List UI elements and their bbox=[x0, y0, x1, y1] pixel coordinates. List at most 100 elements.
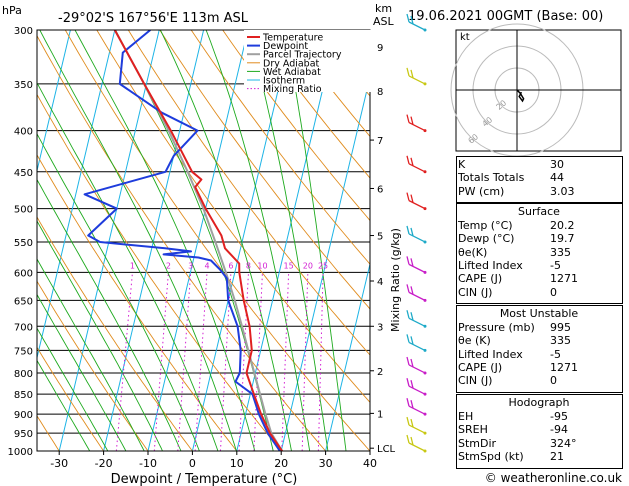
index-row: CIN (J) 0 bbox=[458, 374, 620, 387]
height-unit-bottom: ASL bbox=[373, 15, 395, 28]
index-row: θe (K) 335 bbox=[458, 334, 620, 347]
index-value: 335 bbox=[550, 245, 571, 259]
wet-adiabat bbox=[115, 30, 274, 451]
index-row: Pressure (mb) 995 bbox=[458, 321, 620, 334]
index-row: SREH -94 bbox=[458, 423, 620, 436]
parcel-trajectory-line bbox=[113, 30, 283, 451]
mixing-ratio-label: 8 bbox=[246, 261, 251, 270]
pressure-tick-label: 550 bbox=[14, 238, 33, 249]
index-label: SREH bbox=[458, 423, 488, 437]
mixing-ratio-label: 25 bbox=[318, 261, 328, 270]
index-label: Totals Totals bbox=[458, 171, 525, 185]
wind-barb bbox=[406, 256, 427, 274]
index-label: StmSpd (kt) bbox=[458, 449, 524, 463]
index-row: CAPE (J) 1271 bbox=[458, 272, 620, 285]
index-label: K bbox=[458, 158, 466, 171]
wind-barb bbox=[406, 378, 427, 396]
index-value: 324° bbox=[550, 436, 577, 450]
mixing-ratio-label: 6 bbox=[228, 261, 233, 270]
datetime-title: 19.06.2021 00GMT (Base: 00) bbox=[408, 9, 603, 24]
index-row: StmDir 324° bbox=[458, 437, 620, 450]
hodograph-unit: kt bbox=[460, 32, 470, 43]
height-tick-label: LCL bbox=[377, 444, 396, 455]
mixing-ratio-label: 10 bbox=[257, 261, 267, 270]
index-row: Temp (°C) 20.2 bbox=[458, 219, 620, 232]
index-row: CIN (J) 0 bbox=[458, 286, 620, 299]
dry-adiabat bbox=[222, 30, 370, 222]
wet-adiabat bbox=[39, 30, 237, 451]
pressure-tick-label: 300 bbox=[14, 26, 33, 37]
index-value: 1271 bbox=[550, 272, 578, 286]
dry-adiabat bbox=[37, 346, 105, 451]
hodograph-indices-box bbox=[456, 394, 623, 469]
wet-adiabat bbox=[37, 327, 109, 451]
height-tick-label: 8 bbox=[377, 87, 383, 98]
pressure-tick-label: 650 bbox=[14, 296, 33, 307]
index-value: 0 bbox=[550, 285, 557, 299]
dry-adiabat bbox=[37, 415, 60, 451]
wet-adiabat bbox=[74, 30, 256, 451]
index-row: θe(K) 335 bbox=[458, 246, 620, 259]
index-label: CIN (J) bbox=[458, 285, 493, 299]
legend-label: Temperature bbox=[262, 33, 323, 44]
dry-adiabat bbox=[127, 30, 370, 356]
mixing-ratio-lines bbox=[115, 272, 324, 451]
legend-label: Dry Adiabat bbox=[263, 58, 320, 69]
index-row: Dewp (°C) 19.7 bbox=[458, 232, 620, 245]
index-row: Lifted Index -5 bbox=[458, 259, 620, 272]
wet-adiabat bbox=[37, 81, 219, 451]
index-label: θe(K) bbox=[458, 245, 488, 259]
mixing-ratio-label: 15 bbox=[284, 261, 294, 270]
dry-adiabat bbox=[96, 30, 370, 403]
index-value: -5 bbox=[550, 258, 561, 272]
wind-barb bbox=[406, 416, 427, 435]
wet-adiabat bbox=[37, 293, 127, 451]
mixing-ratio-line bbox=[194, 272, 208, 451]
mixing-ratio-label: 20 bbox=[303, 261, 313, 270]
wind-barb bbox=[406, 114, 427, 133]
pressure-tick-label: 1000 bbox=[8, 447, 33, 458]
mixing-ratio-label: 4 bbox=[204, 261, 209, 270]
wind-barb bbox=[406, 398, 427, 416]
index-label: Temp (°C) bbox=[458, 219, 513, 232]
wet-adiabat bbox=[37, 220, 164, 451]
mixing-ratio-line bbox=[253, 272, 263, 451]
index-label: CIN (J) bbox=[458, 374, 493, 388]
index-value: 3.03 bbox=[550, 184, 575, 198]
isotherm bbox=[147, 30, 249, 451]
pressure-tick-label: 900 bbox=[14, 410, 33, 421]
mixing-ratio-axis-label: Mixing Ratio (g/kg) bbox=[389, 228, 402, 332]
temperature-line bbox=[113, 30, 283, 451]
isotherm bbox=[37, 30, 71, 173]
index-label: Lifted Index bbox=[458, 258, 523, 272]
legend-label: Isotherm bbox=[263, 76, 305, 87]
index-value: 20.2 bbox=[550, 219, 575, 232]
hodograph-trace bbox=[516, 89, 525, 103]
dry-adiabat-lines bbox=[37, 30, 370, 451]
mixing-ratio-line bbox=[219, 272, 232, 451]
wind-barb bbox=[406, 334, 427, 352]
index-row: StmSpd (kt) 21 bbox=[458, 450, 620, 463]
dry-adiabat bbox=[37, 93, 282, 451]
mixing-ratio-label: 2 bbox=[166, 261, 171, 270]
index-value: -95 bbox=[550, 410, 568, 423]
index-row: K 30 bbox=[458, 158, 620, 171]
pressure-tick-label: 450 bbox=[14, 168, 33, 179]
pressure-tick-label: 800 bbox=[14, 369, 33, 380]
index-label: EH bbox=[458, 410, 474, 423]
height-tick-label: 5 bbox=[377, 232, 383, 243]
dry-adiabat bbox=[190, 30, 370, 265]
index-value: 995 bbox=[550, 321, 571, 334]
index-value: 44 bbox=[550, 171, 564, 185]
wind-barb bbox=[406, 67, 427, 86]
mixing-ratio-labels: 1 2 3 4 6 8 10 15 20 25 bbox=[130, 261, 328, 270]
wind-barbs bbox=[406, 13, 427, 453]
wet-adiabat bbox=[205, 30, 311, 451]
height-tick-label: 2 bbox=[377, 367, 383, 378]
index-label: StmDir bbox=[458, 436, 497, 450]
wet-adiabat bbox=[37, 258, 145, 451]
surface-title: Surface bbox=[518, 205, 560, 218]
index-value: 30 bbox=[550, 158, 564, 171]
pressure-tick-label: 600 bbox=[14, 268, 33, 279]
index-row: EH -95 bbox=[458, 410, 620, 423]
